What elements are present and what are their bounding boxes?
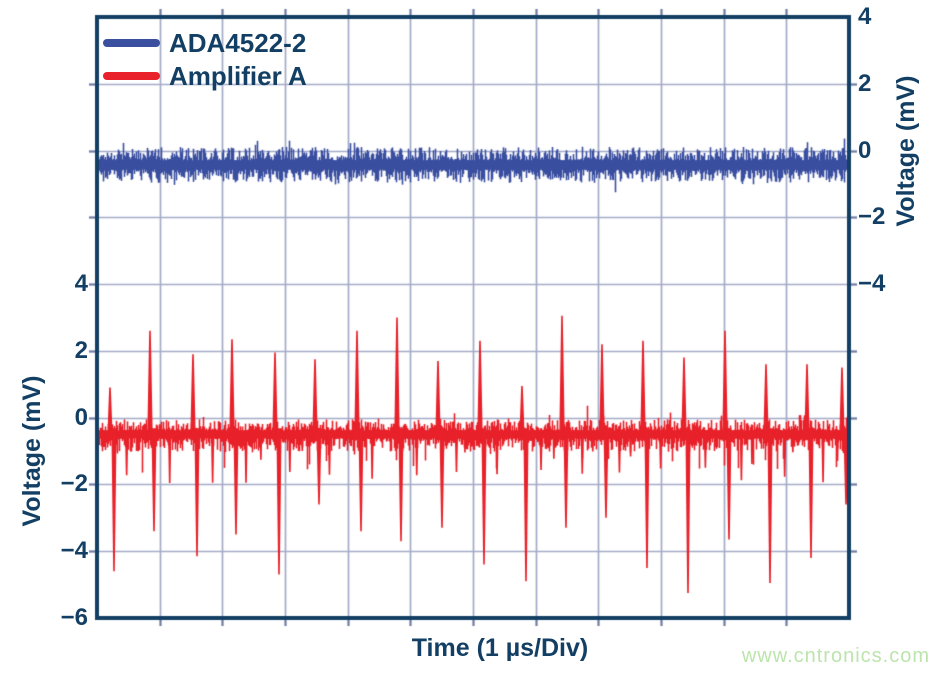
legend-item-amplifier-a: Amplifier A (103, 59, 307, 92)
waveform-canvas (87, 7, 859, 628)
chart-legend: ADA4522-2 Amplifier A (103, 26, 307, 92)
left-axis-tick-label: 4 (74, 270, 88, 298)
legend-line-swatch-red (103, 71, 160, 80)
right-axis-tick-label: 0 (858, 136, 872, 164)
left-axis-tick-label: −4 (60, 537, 88, 565)
right-axis-tick-label: −4 (858, 270, 886, 298)
legend-item-ada4522-2: ADA4522-2 (103, 26, 307, 59)
left-axis-tick-label: −2 (60, 470, 88, 498)
legend-label-amplifier-a: Amplifier A (169, 60, 307, 91)
left-axis-tick-label: 2 (74, 336, 88, 364)
x-axis-title: Time (1 µs/Div) (411, 634, 589, 662)
legend-label-ada4522-2: ADA4522-2 (169, 27, 307, 58)
right-axis-tick-label: 4 (858, 3, 872, 30)
right-axis-tick-label: 2 (858, 69, 872, 97)
left-axis-tick-label: 0 (74, 403, 88, 431)
right-axis-tick-label: −2 (858, 203, 886, 231)
left-axis-tick-label: −6 (60, 604, 88, 631)
watermark: www.cntronics.com (741, 645, 930, 667)
legend-line-swatch-blue (103, 38, 160, 47)
